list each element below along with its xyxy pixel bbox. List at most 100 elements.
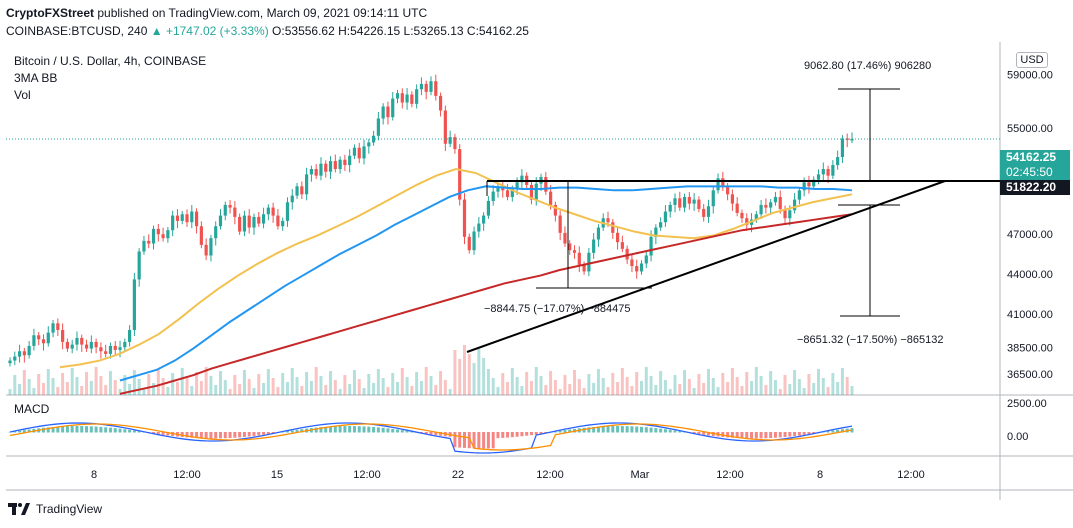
volume-bar [558,389,562,395]
volume-bar [754,367,758,395]
candle-body [496,186,500,192]
candle-body [587,252,591,272]
volume-bar [152,383,156,395]
volume-bar [831,373,835,395]
volume-bar [716,387,720,395]
candle-body [486,200,491,216]
macd-histogram-bar [439,432,443,436]
candle-body [367,142,371,147]
volume-bar [415,372,419,395]
volume-bar [70,368,74,395]
macd-histogram-bar [18,430,22,433]
candle-body [759,204,763,215]
candle-body [816,174,821,180]
macd-histogram-bar [740,432,744,439]
candle-body [309,169,313,175]
volume-bar [419,381,423,395]
volume-bar [482,358,486,395]
candle-body [625,248,629,260]
candle-body [281,220,285,227]
candle-body [391,98,395,118]
candle-body [716,178,720,191]
candle-body [649,236,653,256]
macd-histogram-bar [644,427,648,433]
candle-body [553,204,557,216]
candle-body [22,351,26,356]
macd-histogram-bar [458,432,462,448]
volume-bar [113,380,117,395]
candle-body [668,204,672,212]
macd-histogram-bar [773,432,777,438]
volume-bar [706,369,710,395]
candle-body [769,202,773,208]
volume-bar [362,388,366,395]
macd-histogram-bar [529,432,533,436]
candle-body [826,169,830,176]
candle-body [319,163,323,176]
volume-bar [596,369,600,395]
volume-bar [65,382,69,395]
volume-bar [606,387,610,395]
volume-bar [233,375,237,395]
chart-canvas[interactable]: 9062.80 (17.46%) 906280 −8844.75 (−17.07%… [0,42,1073,500]
macd-histogram-bar [228,432,232,439]
macd-tick-label: 0.00 [1007,431,1028,443]
volume-bar [668,389,672,395]
volume-bar [180,368,184,395]
candle-body [448,137,452,144]
macd-histogram-bar [563,430,567,433]
volume-bar [252,388,256,395]
volume-bar [223,380,227,395]
volume-bar [123,375,127,395]
volume-bar [439,371,443,395]
macd-histogram-bar [190,432,194,438]
volume-bar [219,371,222,395]
macd-histogram-bar [180,432,184,438]
macd-histogram-bar [477,432,481,449]
candle-body [797,190,801,200]
volume-bar [812,383,816,395]
volume-bar [324,385,328,395]
candle-body [305,174,309,195]
volume-bar [640,381,643,395]
volume-bar [209,376,213,395]
macd-histogram-bar [836,429,840,433]
volume-bar [769,371,773,395]
candle-body [214,226,218,239]
volume-bar [285,382,289,395]
candle-body [338,159,342,170]
volume-bar [290,368,294,395]
price-tag-current: 54162.25 [1000,150,1070,165]
macd-histogram-bar [185,432,189,438]
candle-body [639,263,644,272]
candle-body [300,186,304,195]
macd-histogram-bar [534,432,538,435]
macd-histogram-bar [620,426,624,433]
macd-histogram-bar [553,431,557,433]
candle-body [147,240,151,244]
low-value: L:53265.13 [403,24,464,38]
volume-bar [582,388,586,395]
currency-button[interactable]: USD [1016,52,1048,68]
volume-bar [46,369,50,395]
candle-body [549,191,553,205]
volume-bar [89,381,93,395]
candle-body [424,83,428,92]
macd-histogram-bar [27,429,31,433]
volume-bar [27,379,31,395]
candle-body [592,239,596,253]
macd-histogram-bar [376,427,380,433]
volume-bar [228,389,232,395]
candle-body [261,214,266,224]
volume-bar [56,387,60,395]
candle-body [687,196,691,204]
candle-body [276,215,280,227]
candle-body [510,188,514,197]
ohlc-bar: COINBASE:BTCUSD, 240 ▲ +1747.02 (+3.33%)… [6,24,529,38]
tradingview-logo-icon [8,502,30,516]
volume-bar [587,374,591,395]
macd-histogram-bar [640,426,643,433]
volume-bar [520,386,524,395]
volume-bar [678,384,682,395]
macd-histogram-bar [257,432,261,436]
